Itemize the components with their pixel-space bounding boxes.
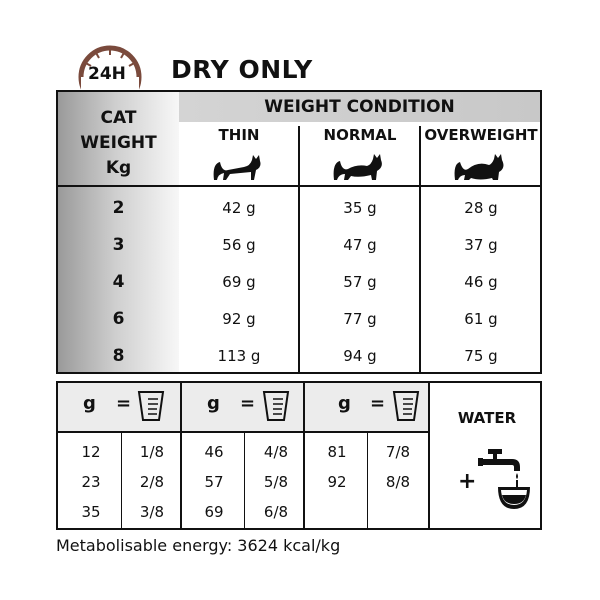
row-weight: 6 [112, 309, 125, 329]
cell-thin: 113 g [217, 347, 261, 365]
cups-value: 5/8 [263, 473, 289, 491]
cups-value: 6/8 [263, 503, 289, 521]
water-label: WATER [457, 409, 517, 427]
table-row: 2 42 g 35 g 28 g [58, 190, 540, 227]
values-area [179, 122, 540, 372]
table-row: 3 56 g 47 g 37 g [58, 227, 540, 264]
column-divider [298, 126, 300, 372]
clock-label: 24H [88, 64, 126, 84]
group-divider [180, 383, 182, 528]
row-weight: 8 [112, 346, 125, 366]
grams-value: 69 [204, 503, 224, 521]
measuring-cup-icon [137, 391, 165, 421]
grams-value: 81 [327, 443, 347, 461]
grams-value: 23 [81, 473, 101, 491]
column-divider [419, 126, 421, 372]
grams-value: 12 [81, 443, 101, 461]
cell-thin: 69 g [222, 273, 256, 291]
cell-thin: 56 g [222, 236, 256, 254]
cell-overweight: 75 g [464, 347, 498, 365]
cell-thin: 42 g [222, 199, 256, 217]
table-row: 8 113 g 94 g 75 g [58, 338, 540, 372]
cell-overweight: 61 g [464, 310, 498, 328]
cat-thin-icon [213, 155, 261, 180]
row-weight: 2 [112, 198, 125, 218]
cups-value: 7/8 [385, 443, 411, 461]
cups-value: 2/8 [139, 473, 165, 491]
equals-sign: = [116, 393, 132, 414]
cups-value: 1/8 [139, 443, 165, 461]
gram-symbol: g [338, 393, 351, 414]
cell-overweight: 37 g [464, 236, 498, 254]
cups-value: 3/8 [139, 503, 165, 521]
cell-divider [244, 433, 245, 528]
group-divider [303, 383, 305, 528]
tap-water-icon [478, 449, 530, 509]
cell-overweight: 28 g [464, 199, 498, 217]
cups-value: 4/8 [263, 443, 289, 461]
gram-symbol: g [83, 393, 96, 414]
cell-divider [367, 433, 368, 528]
plus-sign: + [458, 469, 477, 494]
cups-value: 8/8 [385, 473, 411, 491]
grams-value: 46 [204, 443, 224, 461]
cell-normal: 77 g [343, 310, 377, 328]
page-title: DRY ONLY [171, 55, 313, 84]
cat-header-line2: WEIGHT [80, 133, 157, 153]
equals-sign: = [240, 393, 256, 414]
metabolisable-energy: Metabolisable energy: 3624 kcal/kg [56, 536, 341, 555]
grams-value: 57 [204, 473, 224, 491]
cat-overweight-icon [454, 154, 504, 180]
equals-sign: = [370, 393, 386, 414]
measuring-cup-icon [262, 391, 290, 421]
weight-condition-header: WEIGHT CONDITION [264, 97, 455, 117]
feeding-table: WEIGHT CONDITION CAT WEIGHT Kg THIN NORM… [56, 90, 542, 374]
cat-header-line3: Kg [105, 158, 132, 178]
header-divider [58, 431, 430, 433]
gram-symbol: g [207, 393, 220, 414]
weight-condition-band [179, 92, 540, 122]
column-header-normal: NORMAL [323, 126, 397, 144]
measuring-cup-icon [392, 391, 420, 421]
cell-divider [121, 433, 122, 528]
cell-normal: 57 g [343, 273, 377, 291]
cell-normal: 35 g [343, 199, 377, 217]
cat-header-line1: CAT [100, 108, 137, 128]
column-header-overweight: OVERWEIGHT [424, 126, 538, 144]
conversion-table: g = g = g = 12 1/8 23 2/8 35 3/8 46 4/8 … [56, 381, 542, 530]
row-weight: 4 [112, 272, 125, 292]
grams-value: 35 [81, 503, 101, 521]
column-header-thin: THIN [218, 126, 260, 144]
row-weight: 3 [112, 235, 125, 255]
cell-normal: 94 g [343, 347, 377, 365]
header-divider [58, 185, 540, 187]
group-divider [428, 383, 430, 528]
table-row: 6 92 g 77 g 61 g [58, 301, 540, 338]
conversion-header-band [58, 383, 430, 431]
cell-overweight: 46 g [464, 273, 498, 291]
cell-thin: 92 g [222, 310, 256, 328]
cell-normal: 47 g [343, 236, 377, 254]
table-row: 4 69 g 57 g 46 g [58, 264, 540, 301]
grams-value: 92 [327, 473, 347, 491]
cat-normal-icon [333, 154, 382, 180]
